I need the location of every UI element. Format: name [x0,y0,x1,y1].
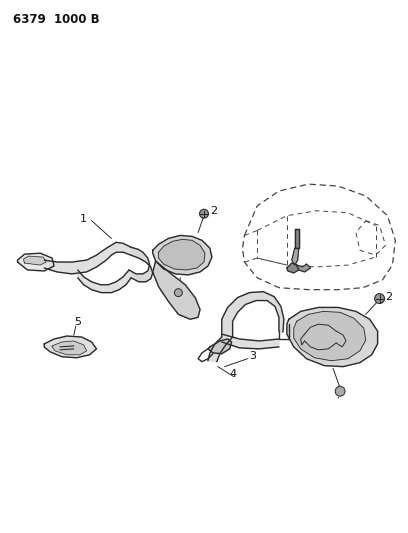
Text: 5: 5 [74,317,81,327]
Polygon shape [295,229,299,248]
Circle shape [174,289,182,296]
Polygon shape [222,334,279,349]
Polygon shape [44,336,96,358]
Polygon shape [297,264,310,272]
Text: 1: 1 [80,214,87,224]
Polygon shape [294,311,366,361]
Polygon shape [292,248,299,265]
Text: 2: 2 [386,292,392,302]
Polygon shape [129,247,153,282]
Polygon shape [52,341,86,355]
Text: 4: 4 [230,368,237,378]
Polygon shape [159,239,205,270]
Text: 6379  1000 B: 6379 1000 B [13,13,99,26]
Text: 2: 2 [210,206,217,216]
Polygon shape [24,256,46,265]
Text: 3: 3 [249,351,256,361]
Circle shape [200,209,208,218]
Polygon shape [287,263,299,273]
Polygon shape [222,292,284,337]
Circle shape [375,294,384,303]
Polygon shape [153,236,212,275]
Polygon shape [78,270,131,293]
Circle shape [335,386,345,396]
Polygon shape [208,337,233,362]
Polygon shape [44,243,131,274]
Polygon shape [153,261,200,319]
Polygon shape [287,308,377,367]
Polygon shape [18,253,54,271]
Polygon shape [208,339,232,354]
